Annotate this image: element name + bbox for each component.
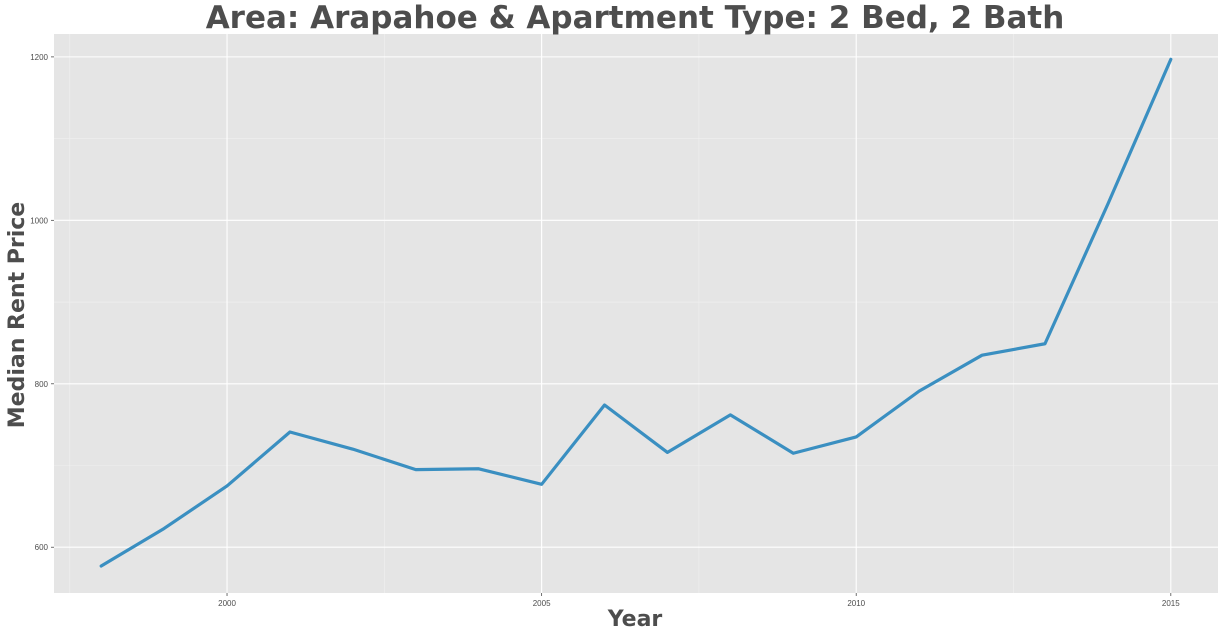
y-tick-label: 1000: [30, 216, 48, 225]
data-point: [414, 468, 417, 471]
x-tick-label: 2010: [847, 599, 865, 608]
data-point: [603, 403, 606, 406]
chart-title: Area: Arapahoe & Apartment Type: 2 Bed, …: [206, 0, 1065, 36]
data-point: [100, 564, 103, 567]
x-tick-label: 2015: [1162, 599, 1180, 608]
y-axis: 600 800 1000 1200: [30, 53, 54, 552]
plot-panel: [54, 34, 1218, 593]
data-point: [855, 435, 858, 438]
x-axis-title: Year: [607, 607, 663, 632]
y-axis-title: Median Rent Price: [5, 202, 30, 428]
data-point: [792, 452, 795, 455]
data-point: [980, 354, 983, 357]
y-tick-label: 600: [35, 543, 49, 552]
data-point: [540, 483, 543, 486]
series-layer: [99, 57, 1173, 568]
x-axis: 2000 2005 2010 2015: [218, 593, 1180, 608]
minor-grid: [54, 34, 1218, 593]
series-line: [99, 57, 1173, 568]
data-point: [288, 430, 291, 433]
data-point: [918, 390, 921, 393]
data-point: [1169, 58, 1172, 61]
data-point: [163, 527, 166, 530]
data-point: [729, 413, 732, 416]
x-tick-label: 2000: [218, 599, 236, 608]
data-point: [477, 467, 480, 470]
data-point: [1106, 202, 1109, 205]
x-tick-label: 2005: [533, 599, 551, 608]
data-point: [1043, 342, 1046, 345]
data-point: [351, 448, 354, 451]
major-grid: [54, 34, 1218, 593]
data-point: [666, 451, 669, 454]
data-point: [225, 484, 228, 487]
y-tick-label: 1200: [30, 53, 48, 62]
y-tick-label: 800: [35, 380, 49, 389]
